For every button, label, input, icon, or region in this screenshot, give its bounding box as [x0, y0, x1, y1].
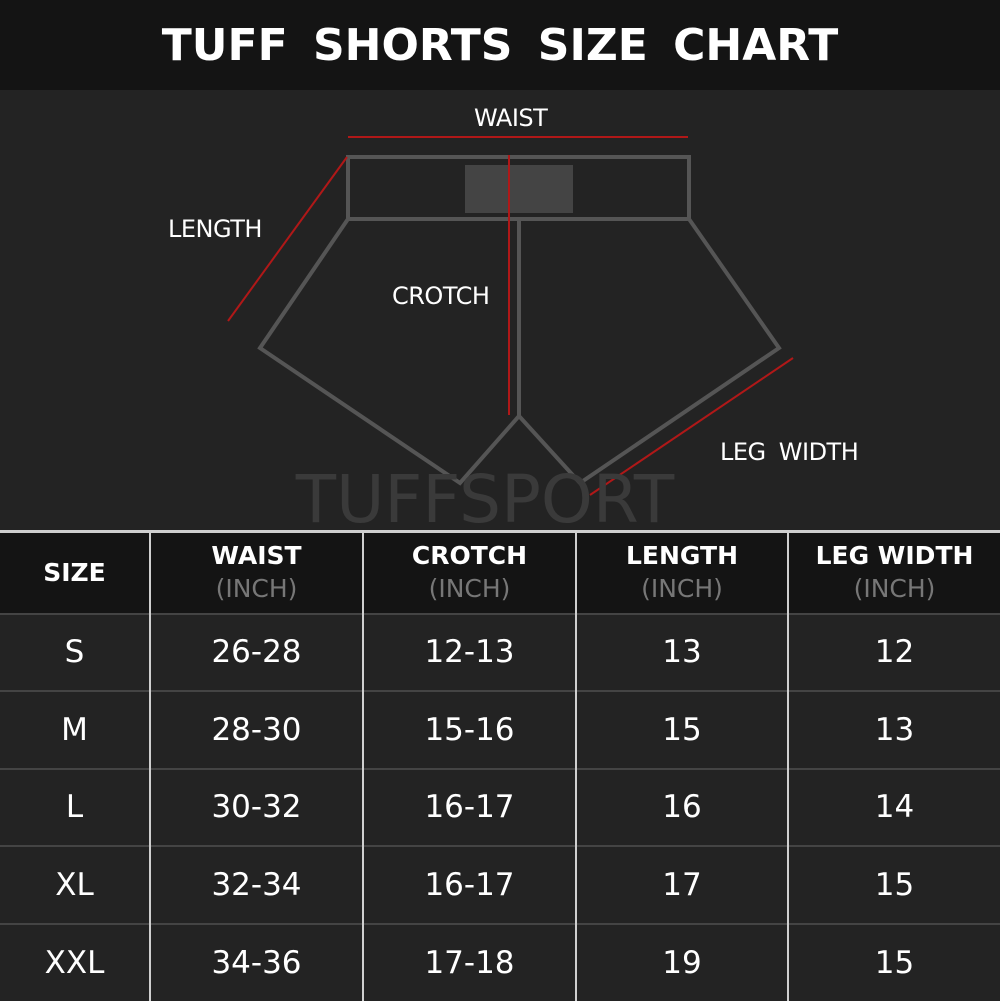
table-row: XL 32-34 16-17 17 15	[0, 845, 1000, 924]
shorts-diagram: WAIST LENGTH CROTCH LEG WIDTH	[0, 90, 1000, 530]
cell-crotch: 12-13	[362, 612, 576, 692]
crotch-label: CROTCH	[392, 282, 490, 310]
header-label: LEG WIDTH	[815, 541, 974, 571]
table-row: XXL 34-36 17-18 19 15	[0, 922, 1000, 1001]
cell-waist: 30-32	[149, 767, 363, 847]
header-leg-width: LEG WIDTH (INCH)	[787, 530, 1000, 614]
leg-width-measure-line	[589, 357, 794, 496]
header-label: WAIST	[211, 541, 302, 571]
cell-size: M	[0, 690, 150, 769]
cell-crotch: 17-18	[362, 922, 576, 1001]
cell-crotch: 16-17	[362, 845, 576, 924]
cell-waist: 34-36	[149, 922, 363, 1001]
cell-length: 13	[575, 612, 788, 692]
cell-leg-width: 13	[787, 690, 1000, 769]
header-label: SIZE	[43, 557, 106, 587]
cell-leg-width: 15	[787, 845, 1000, 924]
cell-waist: 32-34	[149, 845, 363, 924]
header-unit: (INCH)	[641, 573, 723, 603]
cell-size: S	[0, 612, 150, 692]
cell-size: XXL	[0, 922, 150, 1001]
page-title: TUFF SHORTS SIZE CHART	[0, 0, 1000, 90]
length-label: LENGTH	[168, 215, 262, 243]
header-unit: (INCH)	[428, 573, 511, 603]
length-measure-line	[227, 156, 348, 322]
size-table: SIZE WAIST (INCH) CROTCH (INCH) LENGTH (INC…	[0, 530, 1000, 1001]
cell-size: XL	[0, 845, 150, 924]
cell-length: 15	[575, 690, 788, 769]
shorts-illustration	[227, 136, 794, 496]
cell-size: L	[0, 767, 150, 847]
label-patch	[465, 165, 573, 213]
table-row: L 30-32 16-17 16 14	[0, 767, 1000, 847]
header-size: SIZE	[0, 530, 150, 614]
table-header-row: SIZE WAIST (INCH) CROTCH (INCH) LENGTH (INC…	[0, 530, 1000, 614]
table-row: S 26-28 12-13 13 12	[0, 612, 1000, 692]
waist-label: WAIST	[474, 104, 548, 132]
header-label: LENGTH	[626, 541, 738, 571]
header-waist: WAIST (INCH)	[149, 530, 363, 614]
header-crotch: CROTCH (INCH)	[362, 530, 576, 614]
cell-length: 19	[575, 922, 788, 1001]
cell-crotch: 15-16	[362, 690, 576, 769]
header-unit: (INCH)	[853, 573, 936, 603]
cell-length: 16	[575, 767, 788, 847]
cell-crotch: 16-17	[362, 767, 576, 847]
leg-width-label: LEG WIDTH	[720, 438, 859, 466]
cell-length: 17	[575, 845, 788, 924]
header-label: CROTCH	[411, 541, 528, 571]
cell-waist: 28-30	[149, 690, 363, 769]
cell-leg-width: 14	[787, 767, 1000, 847]
table-row: M 28-30 15-16 15 13	[0, 690, 1000, 769]
cell-waist: 26-28	[149, 612, 363, 692]
header-unit: (INCH)	[215, 573, 298, 603]
cell-leg-width: 15	[787, 922, 1000, 1001]
cell-leg-width: 12	[787, 612, 1000, 692]
header-length: LENGTH (INCH)	[575, 530, 788, 614]
